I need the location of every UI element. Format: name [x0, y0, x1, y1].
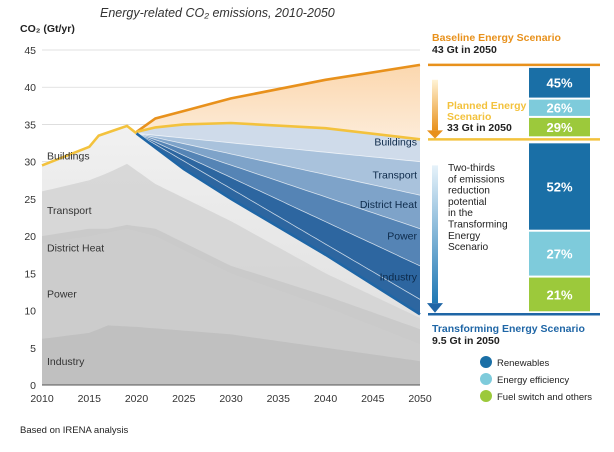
wedge-divider-1 [136, 133, 421, 163]
x-tick-2025: 2025 [172, 393, 196, 405]
legend-swatch-1 [480, 356, 492, 368]
pt-pct-1: 52% [546, 180, 572, 195]
transforming-value: 9.5 Gt in 2050 [432, 335, 500, 347]
pt-pct-3: 21% [546, 287, 572, 302]
y-tick-25: 25 [24, 194, 36, 206]
y-tick-35: 35 [24, 119, 36, 131]
orange-arrow-head [427, 130, 443, 139]
history-label-industry: Industry [47, 356, 85, 368]
wedge-label-buildings: Buildings [374, 137, 417, 149]
history-label-district-heat: District Heat [47, 242, 104, 254]
planned-title-line2: Scenario [447, 111, 491, 123]
legend-label-2: Energy efficiency [497, 375, 569, 386]
area-layer [42, 64, 420, 386]
wedge-divider-5 [136, 133, 421, 300]
x-tick-2045: 2045 [361, 393, 385, 405]
pt-pct-2: 27% [546, 247, 572, 262]
blue-arrow-head [427, 303, 443, 313]
y-tick-40: 40 [24, 82, 36, 94]
bp-box-1 [529, 67, 590, 98]
planned-value: 33 Gt in 2050 [447, 122, 512, 134]
history-label-buildings: Buildings [47, 151, 90, 163]
x-tick-2030: 2030 [219, 393, 243, 405]
sector-area-industry [42, 325, 420, 385]
annotation-line-6: Transforming [448, 220, 508, 231]
y-tick-20: 20 [24, 231, 36, 243]
transforming-title: Transforming Energy Scenario [432, 323, 585, 335]
history-label-power: Power [47, 288, 77, 300]
baseline-value: 43 Gt in 2050 [432, 44, 497, 56]
legend-swatch-3 [480, 390, 492, 402]
annotation-line-5: in the [448, 208, 473, 219]
history-label-transport: Transport [47, 205, 92, 217]
pt-box-2 [529, 231, 590, 276]
annotation-line-3: reduction [448, 186, 490, 197]
y-tick-10: 10 [24, 306, 36, 318]
planned-line [136, 121, 421, 141]
wedge-divider-3 [136, 133, 421, 230]
planned-title-line1: Planned Energy [447, 100, 527, 112]
wedge-label-district-heat: District Heat [360, 199, 417, 211]
y-tick-45: 45 [24, 45, 36, 57]
transforming-line [135, 132, 421, 316]
x-tick-2020: 2020 [125, 393, 149, 405]
y-tick-0: 0 [30, 380, 36, 392]
wedge-divider-2 [136, 133, 421, 196]
bp-pct-1: 45% [546, 76, 572, 91]
reduction-wedge-1 [136, 123, 420, 162]
legend-label-3: Fuel switch and others [497, 392, 592, 403]
wedge-divider-4 [136, 133, 421, 267]
annotation-line-1: Two-thirds [448, 163, 495, 174]
historical-line [41, 124, 138, 167]
blue-arrow-shaft [432, 165, 438, 304]
legend-swatch-2 [480, 373, 492, 385]
y-tick-15: 15 [24, 268, 36, 280]
baseline-title: Baseline Energy Scenario [432, 32, 561, 44]
line-layer [41, 63, 421, 316]
x-tick-2050: 2050 [408, 393, 432, 405]
bp-pct-3: 29% [546, 120, 572, 135]
wedge-label-industry: Industry [380, 271, 418, 283]
x-tick-2040: 2040 [314, 393, 338, 405]
orange-arrow-shaft [432, 79, 438, 131]
y-axis-label: CO₂ (Gt/yr) [20, 23, 75, 35]
y-tick-30: 30 [24, 157, 36, 169]
y-tick-5: 5 [30, 343, 36, 355]
baseline-line [135, 63, 421, 133]
pt-box-3 [529, 277, 590, 312]
annotation-line-2: of emissions [448, 174, 505, 185]
x-tick-2010: 2010 [30, 393, 54, 405]
bp-box-3 [529, 117, 590, 137]
chart-title: Energy-related CO₂ emissions, 2010-2050 [100, 6, 335, 20]
baseline-planned-band [136, 64, 420, 140]
bp-box-2 [529, 99, 590, 116]
wedge-label-transport: Transport [372, 169, 417, 181]
wedge-label-power: Power [387, 230, 417, 242]
annotation-line-4: potential [448, 197, 487, 208]
label-layer: Energy-related CO₂ emissions, 2010-2050 C… [20, 6, 418, 436]
x-tick-2015: 2015 [78, 393, 102, 405]
x-tick-2035: 2035 [267, 393, 291, 405]
bp-pct-2: 26% [546, 101, 572, 116]
annotation-line-8: Scenario [448, 242, 489, 253]
legend-label-1: Renewables [497, 358, 550, 369]
pt-box-1 [529, 143, 590, 230]
source-note: Based on IRENA analysis [20, 425, 129, 436]
annotation-line-7: Energy [448, 231, 481, 242]
